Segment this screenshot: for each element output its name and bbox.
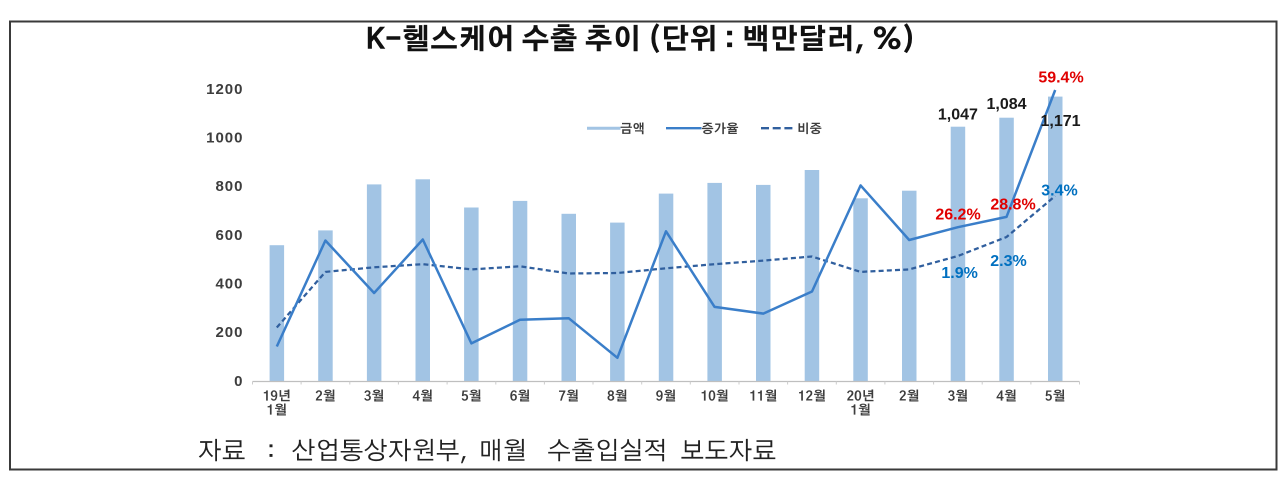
svg-text:1.9%: 1.9% (941, 265, 977, 282)
svg-text:28.8%: 28.8% (990, 197, 1035, 214)
svg-text:1,047: 1,047 (938, 107, 978, 124)
svg-text:800: 800 (215, 178, 243, 195)
svg-text:200: 200 (215, 324, 243, 341)
svg-text:400: 400 (215, 276, 243, 293)
svg-text:1200: 1200 (206, 81, 243, 98)
svg-text:600: 600 (215, 227, 243, 244)
svg-text:2.3%: 2.3% (990, 253, 1026, 270)
svg-text:0: 0 (234, 373, 243, 390)
svg-text:1000: 1000 (206, 130, 243, 147)
svg-text:3.4%: 3.4% (1041, 183, 1077, 200)
svg-text:59.4%: 59.4% (1038, 69, 1083, 86)
svg-text:26.2%: 26.2% (935, 207, 980, 224)
svg-text:1,084: 1,084 (986, 96, 1026, 113)
svg-text:1,171: 1,171 (1040, 113, 1080, 130)
